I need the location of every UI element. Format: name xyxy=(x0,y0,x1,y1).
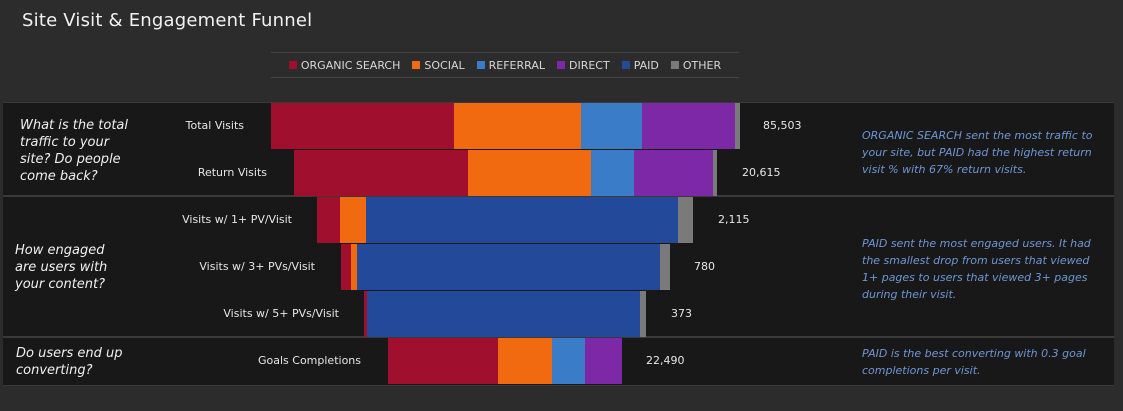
funnel-bar xyxy=(294,150,717,196)
bar-segment-social xyxy=(497,338,552,384)
funnel-bar xyxy=(364,291,646,337)
legend-swatch xyxy=(670,61,679,69)
row-label: Visits w/ 3+ PVs/Visit xyxy=(199,260,315,273)
row-value: 22,490 xyxy=(646,354,685,367)
legend-label: DIRECT xyxy=(568,58,610,72)
legend-label: OTHER xyxy=(682,58,722,72)
bar-segment-other xyxy=(677,197,693,243)
legend-swatch xyxy=(476,61,485,69)
bar-segment-organic-search xyxy=(271,103,454,149)
legend-label: REFERRAL xyxy=(488,58,545,72)
legend-label: SOCIAL xyxy=(424,58,465,72)
legend-label: ORGANIC SEARCH xyxy=(300,58,401,72)
legend-label: PAID xyxy=(633,58,659,72)
bar-segment-direct xyxy=(641,103,736,149)
bar-segment-social xyxy=(453,103,581,149)
section-insight: ORGANIC SEARCH sent the most traffic to … xyxy=(862,129,1093,176)
funnel-bar xyxy=(271,103,740,149)
bar-segment-organic-search xyxy=(364,291,367,337)
legend-item: DIRECT xyxy=(556,58,610,72)
legend-item: OTHER xyxy=(670,58,722,72)
legend-item: PAID xyxy=(621,58,659,72)
legend-item: SOCIAL xyxy=(412,58,465,72)
funnel-bar xyxy=(317,197,693,243)
bar-segment-referral xyxy=(551,338,585,384)
section-insight: PAID is the best converting with 0.3 goa… xyxy=(862,347,1086,377)
bar-segment-paid xyxy=(365,197,678,243)
row-label: Visits w/ 5+ PVs/Visit xyxy=(223,307,339,320)
bar-segment-other xyxy=(640,291,646,337)
bar-segment-social xyxy=(339,197,366,243)
bar-segment-paid xyxy=(357,244,661,290)
row-value: 373 xyxy=(671,307,692,320)
bar-segment-direct xyxy=(584,338,622,384)
legend-swatch xyxy=(556,61,565,69)
bar-segment-other xyxy=(660,244,670,290)
bar-segment-organic-search xyxy=(294,150,469,196)
legend: ORGANIC SEARCH SOCIAL REFERRAL DIRECT PAID OT… xyxy=(271,52,739,78)
legend-item: REFERRAL xyxy=(476,58,545,72)
bar-segment-referral xyxy=(590,150,635,196)
row-label: Return Visits xyxy=(197,166,267,179)
section-question: How engaged are users with your content? xyxy=(15,243,108,292)
bar-segment-organic-search xyxy=(317,197,340,243)
legend-swatch xyxy=(412,61,421,69)
legend-swatch xyxy=(288,61,297,69)
bar-segment-direct xyxy=(634,150,713,196)
row-label: Visits w/ 1+ PV/Visit xyxy=(182,213,292,226)
bar-segment-other xyxy=(735,103,740,149)
row-value: 2,115 xyxy=(718,213,750,226)
section-insight: PAID sent the most engaged users. It had… xyxy=(862,237,1091,301)
row-label: Goals Completions xyxy=(257,354,361,367)
row-value: 85,503 xyxy=(763,119,802,132)
chart-title: Site Visit & Engagement Funnel xyxy=(22,10,313,31)
bar-segment-social xyxy=(350,244,358,290)
bar-segment-paid xyxy=(366,291,641,337)
bar-segment-other xyxy=(712,150,717,196)
row-label: Total Visits xyxy=(185,119,244,132)
bar-segment-social xyxy=(468,150,591,196)
section-question: Do users end up converting? xyxy=(16,346,123,378)
bar-segment-organic-search xyxy=(341,244,351,290)
funnel-bar xyxy=(341,244,670,290)
section-question: What is the total traffic to your site? … xyxy=(20,118,128,184)
bar-segment-referral xyxy=(580,103,642,149)
legend-item: ORGANIC SEARCH xyxy=(288,58,401,72)
row-value: 780 xyxy=(694,260,715,273)
bar-segment-organic-search xyxy=(388,338,498,384)
legend-swatch xyxy=(621,61,630,69)
funnel-bar xyxy=(388,338,622,384)
row-value: 20,615 xyxy=(742,166,781,179)
